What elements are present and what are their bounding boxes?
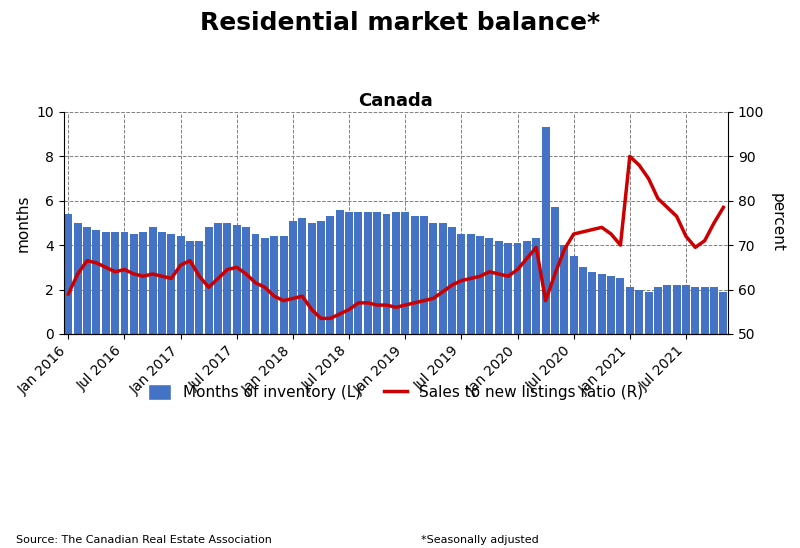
Bar [364, 212, 372, 334]
Bar [430, 223, 438, 334]
Bar [617, 278, 625, 334]
Bar [74, 223, 82, 334]
Bar [514, 243, 522, 334]
Y-axis label: percent: percent [770, 193, 785, 253]
Bar [682, 285, 690, 334]
Bar [195, 241, 203, 334]
Bar [476, 236, 484, 334]
Bar [111, 232, 119, 334]
Bar [279, 236, 287, 334]
Bar [289, 221, 297, 334]
Bar [719, 292, 727, 334]
Bar [317, 221, 325, 334]
Legend: Months of inventory (L), Sales to new listings ratio (R): Months of inventory (L), Sales to new li… [142, 378, 650, 406]
Bar [673, 285, 681, 334]
Bar [130, 234, 138, 334]
Bar [438, 223, 446, 334]
Bar [495, 241, 502, 334]
Bar [663, 285, 671, 334]
Bar [486, 238, 494, 334]
Bar [382, 214, 390, 334]
Bar [345, 212, 353, 334]
Bar [626, 287, 634, 334]
Bar [607, 276, 615, 334]
Bar [158, 232, 166, 334]
Bar [654, 287, 662, 334]
Bar [532, 238, 540, 334]
Bar [354, 212, 362, 334]
Bar [392, 212, 400, 334]
Bar [523, 241, 531, 334]
Bar [93, 230, 100, 334]
Y-axis label: months: months [16, 194, 30, 252]
Bar [83, 227, 91, 334]
Bar [308, 223, 316, 334]
Bar [410, 216, 418, 334]
Bar [326, 216, 334, 334]
Bar [645, 292, 653, 334]
Bar [560, 245, 568, 334]
Bar [701, 287, 709, 334]
Bar [251, 234, 259, 334]
Bar [167, 234, 175, 334]
Bar [598, 274, 606, 334]
Bar [551, 207, 559, 334]
Bar [177, 236, 185, 334]
Bar [139, 232, 147, 334]
Bar [214, 223, 222, 334]
Text: Source: The Canadian Real Estate Association: Source: The Canadian Real Estate Associa… [16, 535, 272, 545]
Bar [298, 219, 306, 334]
Bar [579, 267, 587, 334]
Bar [64, 214, 72, 334]
Bar [373, 212, 381, 334]
Bar [205, 227, 213, 334]
Text: *Seasonally adjusted: *Seasonally adjusted [421, 535, 539, 545]
Bar [542, 128, 550, 334]
Bar [233, 225, 241, 334]
Bar [242, 227, 250, 334]
Bar [102, 232, 110, 334]
Text: Residential market balance*: Residential market balance* [200, 11, 600, 35]
Bar [121, 232, 129, 334]
Bar [420, 216, 428, 334]
Bar [466, 234, 474, 334]
Bar [270, 236, 278, 334]
Bar [504, 243, 512, 334]
Bar [691, 287, 699, 334]
Bar [402, 212, 410, 334]
Bar [710, 287, 718, 334]
Bar [186, 241, 194, 334]
Bar [635, 289, 643, 334]
Bar [448, 227, 456, 334]
Bar [336, 209, 344, 334]
Bar [223, 223, 231, 334]
Bar [570, 256, 578, 334]
Bar [261, 238, 269, 334]
Bar [149, 227, 157, 334]
Bar [458, 234, 466, 334]
Title: Canada: Canada [358, 93, 434, 110]
Bar [589, 272, 596, 334]
